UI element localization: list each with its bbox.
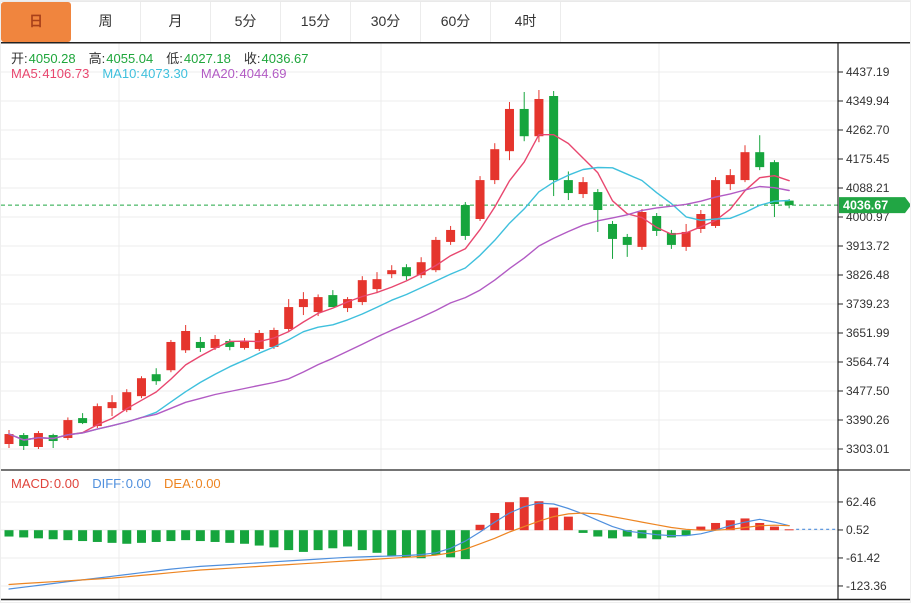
dea-line <box>8 512 790 586</box>
tab-日[interactable]: 日 <box>1 2 71 42</box>
svg-text:3390.26: 3390.26 <box>846 413 890 427</box>
candles <box>4 90 794 451</box>
svg-text:4175.45: 4175.45 <box>846 152 890 166</box>
svg-text:-123.36: -123.36 <box>846 579 887 593</box>
svg-text:4000.97: 4000.97 <box>846 210 890 224</box>
svg-text:3739.23: 3739.23 <box>846 297 890 311</box>
tab-15分[interactable]: 15分 <box>281 2 351 42</box>
macd-histogram <box>4 497 794 560</box>
svg-text:3564.74: 3564.74 <box>846 355 890 369</box>
svg-text:4088.21: 4088.21 <box>846 181 890 195</box>
price-axis-labels: 4437.19 4349.94 4262.70 4175.45 4088.21 4000.… <box>838 65 890 593</box>
svg-text:3477.50: 3477.50 <box>846 384 890 398</box>
svg-text:-61.42: -61.42 <box>846 551 880 565</box>
tab-60分[interactable]: 60分 <box>421 2 491 42</box>
svg-text:3913.72: 3913.72 <box>846 239 890 253</box>
dif-line <box>8 502 790 590</box>
svg-text:4349.94: 4349.94 <box>846 94 890 108</box>
chart-svg[interactable]: 4437.19 4349.94 4262.70 4175.45 4088.21 4000.… <box>1 42 911 603</box>
tab-5分[interactable]: 5分 <box>211 2 281 42</box>
ma20-line <box>8 185 790 441</box>
tab-4时[interactable]: 4时 <box>491 2 561 42</box>
current-price-label: 4036.67 <box>839 197 910 214</box>
grid <box>1 43 838 600</box>
ma5-line <box>8 133 790 441</box>
chart-area: 4437.19 4349.94 4262.70 4175.45 4088.21 4000.… <box>1 42 911 603</box>
svg-text:4036.67: 4036.67 <box>843 199 888 213</box>
tab-周[interactable]: 周 <box>71 2 141 42</box>
svg-text:3303.01: 3303.01 <box>846 442 890 456</box>
svg-text:4437.19: 4437.19 <box>846 65 890 79</box>
tab-30分[interactable]: 30分 <box>351 2 421 42</box>
svg-text:62.46: 62.46 <box>846 495 876 509</box>
svg-text:3826.48: 3826.48 <box>846 268 890 282</box>
svg-text:4262.70: 4262.70 <box>846 123 890 137</box>
panel-borders <box>1 42 910 601</box>
tab-月[interactable]: 月 <box>141 2 211 42</box>
kline-chart[interactable]: 4437.19 4349.94 4262.70 4175.45 4088.21 4000.… <box>1 42 911 603</box>
svg-text:0.52: 0.52 <box>846 523 870 537</box>
period-tabbar: 日周月 5分 15分 30分 60分 4时 <box>1 1 910 42</box>
svg-text:3651.99: 3651.99 <box>846 326 890 340</box>
